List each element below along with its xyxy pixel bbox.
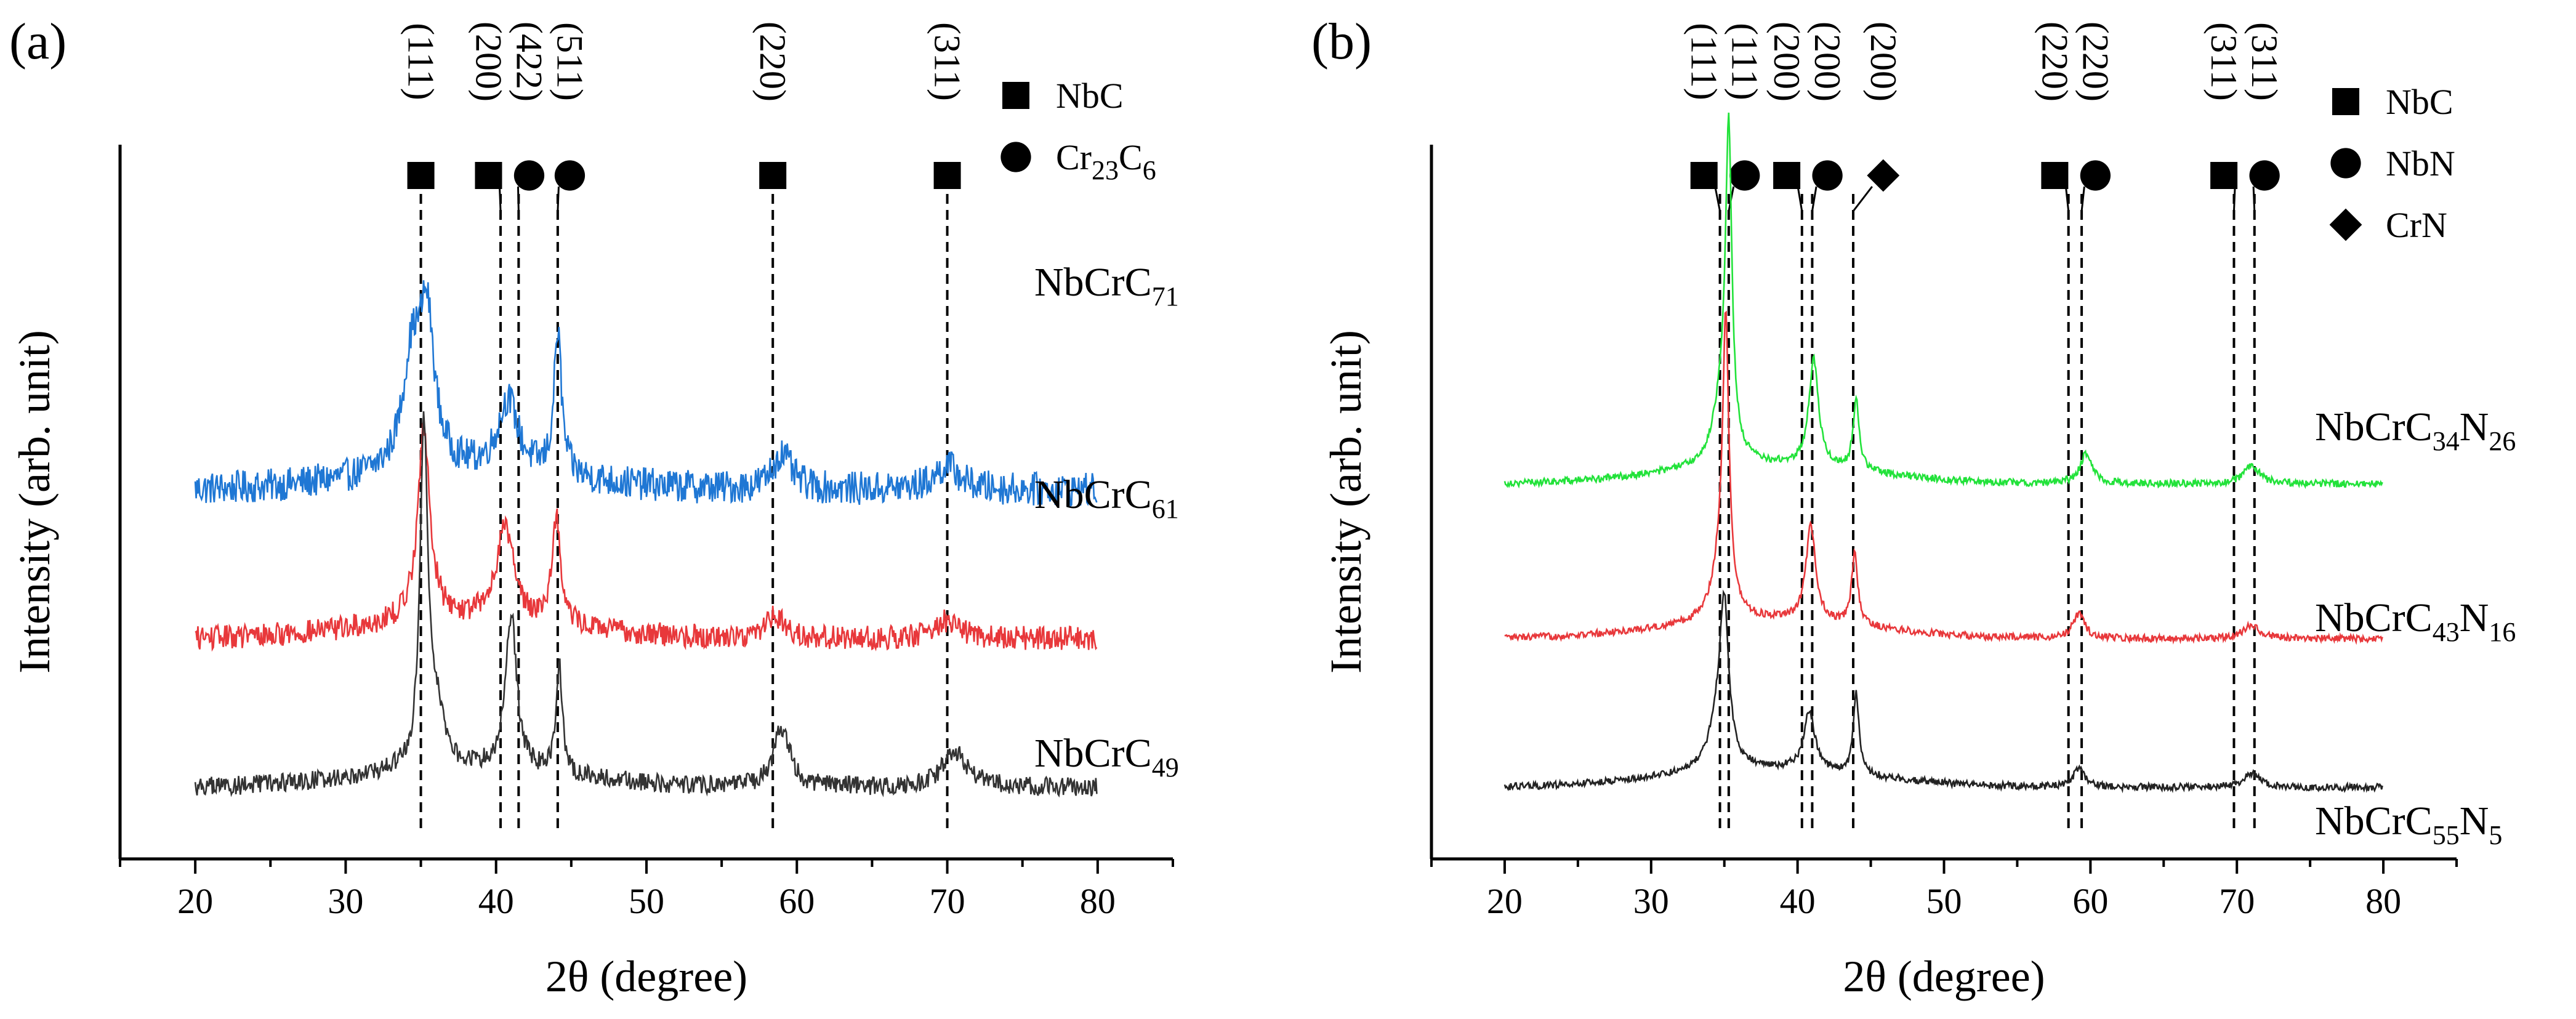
- phase-marker-circle: [554, 160, 586, 191]
- x-tick-label: 20: [177, 881, 213, 921]
- legend-label: NbC: [1056, 76, 1124, 116]
- legend-label: NbC: [2386, 82, 2453, 122]
- legend-entry: NbC: [1002, 76, 1124, 116]
- series-label-NbCrC55N5: NbCrC55N5: [2315, 799, 2502, 850]
- plane-label: (200): [1766, 22, 1807, 102]
- marker-pointer-arrow: [2080, 186, 2085, 212]
- marker-pointer-arrow: [1852, 186, 1873, 212]
- phase-marker-circle: [2249, 160, 2280, 191]
- series-line-NbCrC49: [194, 411, 1098, 798]
- series-line-NbCrC71: [194, 280, 1098, 508]
- panel-tag: (b): [1311, 13, 1372, 70]
- marker-pointer-arrow: [2232, 186, 2236, 212]
- x-axis-label: 2θ (degree): [1843, 952, 2045, 1001]
- phase-marker-square: [407, 162, 435, 189]
- plane-label: (200): [468, 22, 509, 102]
- x-tick-label: 50: [1926, 881, 1962, 921]
- legend-entry: NbC: [2332, 82, 2453, 122]
- phase-marker-circle: [1812, 160, 1843, 191]
- legend-label: NbN: [2386, 143, 2455, 183]
- legend-entry: Cr23C6: [1000, 137, 1156, 185]
- x-tick-label: 70: [2219, 881, 2255, 921]
- series-line-NbCrC61: [195, 421, 1098, 652]
- phase-marker-circle: [1729, 160, 1760, 191]
- phase-marker-square: [475, 162, 502, 189]
- x-tick-label: 40: [1780, 881, 1816, 921]
- x-tick-label: 80: [2365, 881, 2401, 921]
- marker-pointer-arrow: [2064, 186, 2070, 212]
- phase-marker-circle: [513, 160, 545, 191]
- series-line-NbCrC55N5: [1503, 589, 2383, 794]
- phase-marker-square: [1773, 162, 1801, 189]
- legend-label: CrN: [2386, 205, 2447, 245]
- series-label-NbCrC43N16: NbCrC43N16: [2315, 595, 2516, 647]
- series-line-NbCrC34N26: [1503, 112, 2383, 489]
- phase-marker-square: [1690, 162, 1718, 189]
- panel-tag: (a): [9, 13, 66, 70]
- y-axis-label: Intensity (arb. unit): [1321, 330, 1371, 674]
- series-label-NbCrC49: NbCrC49: [1034, 731, 1179, 783]
- plane-label: (311): [927, 22, 968, 101]
- legend-entry: NbN: [2330, 143, 2455, 183]
- plane-label: (220): [2034, 22, 2075, 102]
- x-tick-label: 40: [478, 881, 514, 921]
- plane-label: (200): [1863, 22, 1904, 102]
- legend-marker-diamond: [2329, 208, 2362, 241]
- plane-label: (311): [2244, 22, 2285, 101]
- marker-pointer-arrow: [1714, 186, 1721, 212]
- marker-pointer-arrow: [557, 186, 560, 212]
- x-tick-label: 60: [779, 881, 815, 921]
- legend-marker-square: [1002, 82, 1029, 109]
- phase-marker-diamond: [1867, 159, 1900, 192]
- series-line-NbCrC43N16: [1504, 310, 2383, 645]
- x-axis-label: 2θ (degree): [545, 952, 747, 1001]
- x-tick-label: 60: [2072, 881, 2108, 921]
- plane-label: (111): [401, 23, 441, 100]
- plane-label: (111): [1725, 23, 1765, 100]
- plane-label: (511): [549, 22, 590, 101]
- series-label-NbCrC61: NbCrC61: [1034, 472, 1179, 524]
- phase-marker-square: [933, 162, 961, 189]
- panel-b: (b) 20 30 40 50 60 70 80 2θ (degree) Intensity (a…: [1311, 13, 2516, 1001]
- legend-marker-square: [2332, 88, 2359, 115]
- y-axis-label: Intensity (arb. unit): [10, 330, 59, 674]
- plane-label: (220): [752, 22, 793, 102]
- marker-pointer-arrow: [498, 186, 502, 212]
- x-tick-label: 80: [1080, 881, 1116, 921]
- marker-pointer-arrow: [2252, 186, 2256, 212]
- plane-label: (111): [1684, 23, 1725, 100]
- marker-pointer-arrow: [1797, 186, 1803, 212]
- legend-marker-circle: [1000, 142, 1031, 172]
- plane-label: (311): [2204, 22, 2244, 101]
- plane-label: (220): [2075, 22, 2115, 102]
- panel-a: (a) 20 30 40 50 60 70 80 2θ (degree) Intensity (a…: [9, 13, 1179, 1001]
- legend-entry: CrN: [2329, 205, 2447, 245]
- marker-pointer-arrow: [1811, 186, 1817, 212]
- x-tick-label: 30: [1633, 881, 1669, 921]
- legend-marker-circle: [2330, 148, 2361, 179]
- series-label-NbCrC71: NbCrC71: [1034, 260, 1179, 312]
- x-tick-label: 30: [328, 881, 363, 921]
- x-tick-label: 20: [1487, 881, 1523, 921]
- series-label-NbCrC34N26: NbCrC34N26: [2315, 405, 2516, 456]
- phase-marker-square: [759, 162, 787, 189]
- phase-marker-square: [2041, 162, 2069, 189]
- phase-marker-circle: [2080, 160, 2111, 191]
- x-tick-label: 70: [930, 881, 965, 921]
- plane-label: (200): [1807, 22, 1848, 102]
- x-tick-label: 50: [629, 881, 664, 921]
- plane-label: (422): [509, 22, 549, 102]
- legend-label: Cr23C6: [1056, 137, 1156, 185]
- phase-marker-square: [2210, 162, 2238, 189]
